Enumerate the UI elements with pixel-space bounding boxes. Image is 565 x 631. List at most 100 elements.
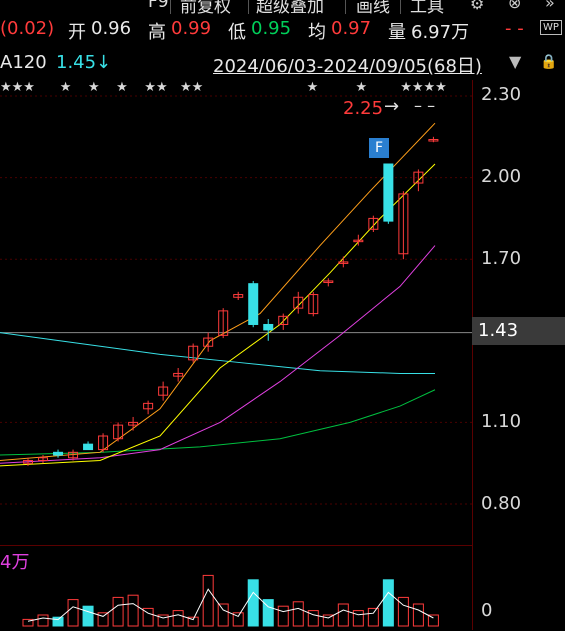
price-chart[interactable] xyxy=(0,80,472,545)
volume-ma-line xyxy=(27,588,434,622)
close-icon[interactable]: ⊗ xyxy=(508,0,522,12)
volume-bar xyxy=(247,579,259,627)
change-value: (0.02) xyxy=(0,18,55,39)
menu-overlay[interactable]: 超级叠加 xyxy=(256,0,324,14)
volume-bar xyxy=(142,607,154,627)
low-value: 0.95 xyxy=(251,18,292,39)
ma20-line xyxy=(0,122,436,461)
menu-adjust[interactable]: 前复权 xyxy=(180,0,231,14)
high-label: 高 xyxy=(148,22,166,43)
more-indicator: - - xyxy=(505,18,524,39)
candle-body xyxy=(218,310,229,336)
target-dash: – – xyxy=(414,96,436,115)
volume-bar xyxy=(112,596,124,627)
menu-divider xyxy=(345,0,346,14)
tick-label: 0 xyxy=(481,600,493,621)
candle-body xyxy=(353,239,364,243)
menu-f9[interactable]: F9 xyxy=(148,0,169,12)
target-price-label: 2.25 xyxy=(343,98,384,119)
tick-label: 2.00 xyxy=(481,166,522,187)
volume-svg xyxy=(22,574,439,627)
high-value: 0.99 xyxy=(171,18,212,39)
candle-body xyxy=(368,217,379,230)
volume-bar xyxy=(277,605,289,627)
menu-divider xyxy=(400,0,401,14)
candle-body xyxy=(188,345,199,361)
volume-bar xyxy=(367,607,379,627)
ma120-line xyxy=(0,332,435,374)
volume-bar xyxy=(427,614,439,627)
candle-body xyxy=(113,424,124,440)
gear-icon[interactable]: ⚙ xyxy=(470,0,485,13)
menu-tools[interactable]: 工具 xyxy=(410,0,444,14)
candle-body xyxy=(53,451,64,456)
volume-bar xyxy=(172,610,184,627)
current-price-tag: 1.43 xyxy=(472,317,565,345)
volume-bar xyxy=(52,616,64,627)
date-range[interactable]: 2024/06/03-2024/09/05(68日) xyxy=(213,56,482,77)
volume-bar xyxy=(202,574,214,627)
tick-label: 1.70 xyxy=(481,248,522,269)
volume-bar xyxy=(187,616,199,627)
wp-icon[interactable]: WP xyxy=(540,20,562,35)
candle-body xyxy=(383,163,394,222)
candle-body xyxy=(413,171,424,184)
ma-label: A120 xyxy=(0,52,47,73)
candle-body xyxy=(398,193,409,255)
target-arrow-icon: → xyxy=(384,96,400,117)
volume-bar xyxy=(127,594,139,627)
volume-bar xyxy=(322,614,334,627)
candle-body xyxy=(143,402,154,410)
volume-chart[interactable]: 4万 xyxy=(0,545,472,631)
event-star-markers: ★★★ ★ ★ ★ ★★ ★★ ★ ★ ★★★★ xyxy=(0,80,447,95)
candle-body xyxy=(338,261,349,264)
candle-body xyxy=(293,296,304,309)
candle-body xyxy=(263,323,274,331)
tick-label: 2.30 xyxy=(481,84,522,105)
candle-body xyxy=(128,421,139,426)
avg-label: 均 xyxy=(308,22,326,43)
candle-body xyxy=(68,451,79,459)
volume-bar xyxy=(352,610,364,627)
ma10-line xyxy=(0,163,436,467)
volume-label: 量 xyxy=(388,22,406,43)
open-value: 0.96 xyxy=(91,18,132,39)
expand-icon[interactable]: » xyxy=(545,0,555,12)
tick-label: 1.10 xyxy=(481,411,522,432)
volume-bar xyxy=(397,596,409,627)
candle-body xyxy=(203,337,214,347)
ma-arrow-icon: ↓ xyxy=(96,52,112,73)
dropdown-arrow-icon[interactable]: ▼ xyxy=(509,52,522,71)
quote-bar: (0.02) 开 0.96 高 0.99 低 0.95 均 0.97 量 6.9… xyxy=(0,18,565,48)
candle-body xyxy=(83,443,94,451)
volume-bar xyxy=(37,614,49,627)
candle-body xyxy=(278,315,289,325)
indicator-row: A120 1.45 ↓ 2024/06/03-2024/09/05(68日) ▼… xyxy=(0,52,565,78)
volume-bar xyxy=(307,610,319,627)
volume-bar xyxy=(67,599,79,627)
volume-value: 6.97万 xyxy=(411,22,470,43)
flag-marker[interactable]: F xyxy=(369,138,389,158)
tick-label: 0.80 xyxy=(481,493,522,514)
low-label: 低 xyxy=(228,22,246,43)
candle-body xyxy=(248,283,259,325)
volume-bar xyxy=(292,601,304,627)
volume-bar xyxy=(232,612,244,627)
volume-bar xyxy=(82,605,94,627)
volume-bar xyxy=(97,612,109,627)
candle-body xyxy=(428,139,439,142)
volume-bar xyxy=(217,603,229,627)
menu-divider xyxy=(248,0,249,14)
avg-value: 0.97 xyxy=(331,18,372,39)
volume-bar xyxy=(262,599,274,627)
volume-bar xyxy=(382,579,394,627)
volume-bar xyxy=(337,603,349,627)
candle-body xyxy=(98,435,109,451)
ma60-line xyxy=(0,245,436,464)
candle-body xyxy=(233,294,244,298)
ma-value: 1.45 xyxy=(56,52,97,73)
menu-draw[interactable]: 画线 xyxy=(356,0,390,14)
top-menu-bar: F9 前复权 超级叠加 画线 工具 ⚙ ⊗ » xyxy=(0,0,565,14)
lock-icon[interactable]: 🔒 xyxy=(540,54,558,70)
candle-body xyxy=(158,386,169,396)
